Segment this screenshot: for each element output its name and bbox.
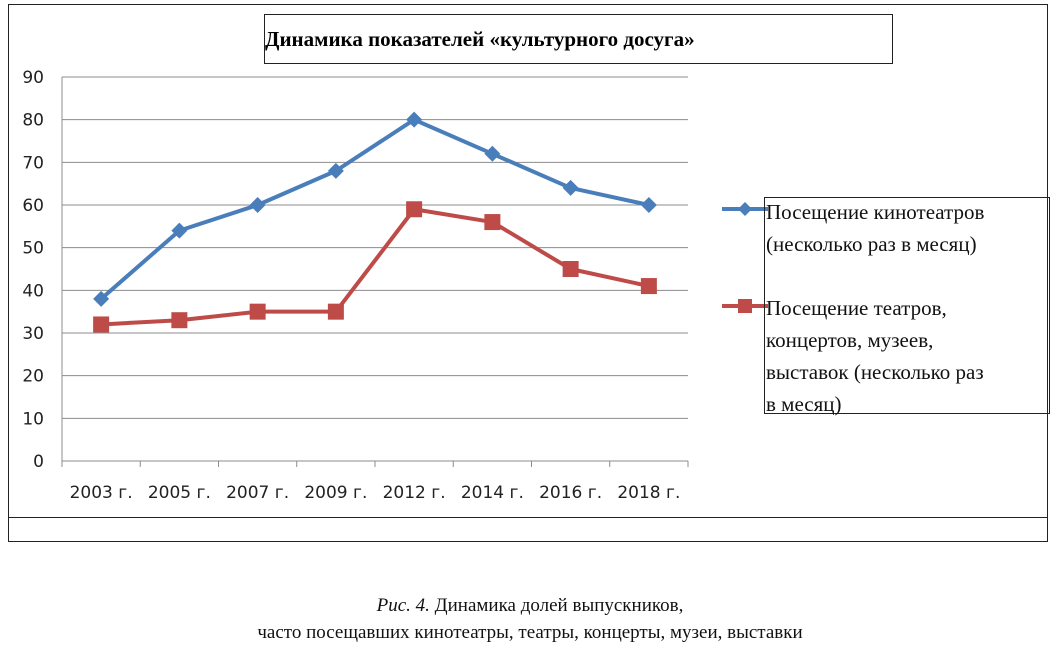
x-tick-label: 2012 г. xyxy=(383,483,446,503)
legend-label-theatre-line2: концертов, музеев, xyxy=(766,328,934,352)
x-tick-label: 2018 г. xyxy=(617,483,680,503)
figure-caption-line1: Рис. 4. Динамика долей выпускников, xyxy=(0,593,1060,619)
legend-label-theatre-line1: Посещение театров, xyxy=(766,296,947,320)
data-point-s2 xyxy=(562,261,579,277)
data-point-s1 xyxy=(327,162,344,179)
x-tick-label: 2014 г. xyxy=(461,483,524,503)
data-point-s1 xyxy=(640,197,657,213)
y-tick-label: 80 xyxy=(22,111,44,131)
data-point-s2 xyxy=(640,278,657,295)
y-tick-label: 0 xyxy=(33,452,44,472)
legend-marker-1 xyxy=(738,202,752,216)
data-point-s2 xyxy=(93,316,110,333)
data-point-s2 xyxy=(406,201,423,218)
x-tick-label: 2009 г. xyxy=(304,483,367,503)
chart-title: Динамика показателей «культурного досуга… xyxy=(264,14,893,64)
x-tick-label: 2005 г. xyxy=(148,483,211,503)
data-point-s2 xyxy=(249,303,266,320)
x-tick-label: 2003 г. xyxy=(70,483,133,503)
x-tick-label: 2007 г. xyxy=(226,483,289,503)
y-tick-label: 70 xyxy=(22,153,44,173)
legend-label-theatre-line4: в месяц) xyxy=(766,392,842,416)
legend-label-cinema-line2: (несколько раз в месяц) xyxy=(766,232,977,256)
y-tick-label: 60 xyxy=(22,196,44,216)
figure-number: Рис. 4. xyxy=(376,595,430,616)
y-tick-label: 50 xyxy=(22,239,44,259)
frame-divider xyxy=(8,517,1048,518)
legend-marker-2 xyxy=(738,299,752,313)
legend-label-cinema: Посещение кинотеатров (несколько раз в м… xyxy=(766,196,1041,260)
data-point-s1 xyxy=(171,222,188,239)
series-line-1 xyxy=(99,117,650,301)
series-line-2 xyxy=(101,207,650,327)
data-point-s2 xyxy=(327,303,344,320)
figure-caption-text1: Динамика долей выпускников, xyxy=(434,595,684,616)
legend-label-theatre: Посещение театров, концертов, музеев, вы… xyxy=(766,292,1041,420)
legend-label-theatre-line3: выставок (несколько раз xyxy=(766,360,984,384)
data-point-s1 xyxy=(249,197,266,213)
figure-caption-line2: часто посещавших кинотеатры, театры, кон… xyxy=(257,622,803,643)
legend-label-cinema-line1: Посещение кинотеатров xyxy=(766,200,985,224)
legend-box xyxy=(764,197,1050,414)
y-tick-label: 90 xyxy=(22,68,44,88)
data-point-s1 xyxy=(406,111,423,128)
chart-frame xyxy=(8,4,1048,542)
y-tick-label: 10 xyxy=(22,409,44,429)
data-point-s1 xyxy=(484,145,501,162)
y-tick-label: 40 xyxy=(22,281,44,301)
y-tick-label: 30 xyxy=(22,324,44,344)
data-point-s1 xyxy=(562,179,579,196)
data-point-s2 xyxy=(484,214,501,231)
data-point-s1 xyxy=(93,290,110,307)
y-tick-label: 20 xyxy=(22,367,44,387)
data-point-s2 xyxy=(171,312,188,329)
x-tick-label: 2016 г. xyxy=(539,483,602,503)
